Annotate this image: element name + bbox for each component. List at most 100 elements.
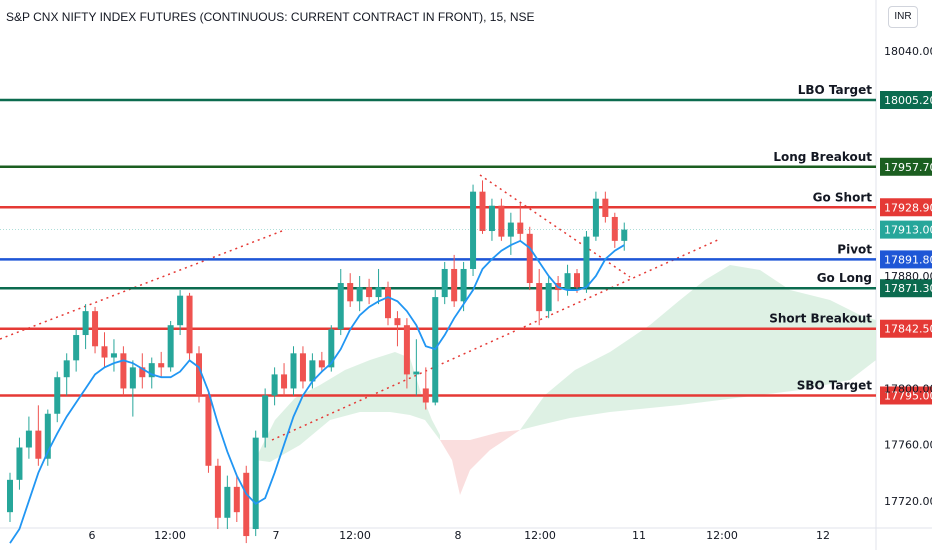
candle-body — [422, 388, 429, 403]
candle-body — [196, 353, 202, 396]
level-price-tag — [880, 279, 932, 298]
candle-body — [545, 283, 552, 312]
candle-body — [526, 233, 533, 284]
level-price-label: 17891.80 — [884, 253, 932, 266]
level-name-label: Go Long — [817, 271, 872, 285]
level-price-tag — [880, 250, 932, 269]
candle-body — [403, 325, 410, 375]
candle-body — [44, 413, 51, 459]
level-name-label: SBO Target — [797, 378, 873, 392]
candle-body — [394, 318, 401, 326]
candle-body — [120, 353, 127, 389]
candle-body — [470, 191, 477, 269]
candle-body — [271, 374, 278, 396]
candle-body — [498, 205, 505, 237]
trendline-left-channel — [0, 230, 283, 340]
candle-body — [177, 295, 184, 326]
current-price-tag — [880, 220, 932, 239]
candle-body — [25, 430, 32, 448]
candle-body — [583, 236, 590, 288]
candle-body — [233, 486, 240, 513]
level-name-label: Go Short — [813, 190, 873, 204]
candle-body — [479, 191, 486, 232]
candle-body — [129, 367, 136, 389]
candle-body — [536, 283, 543, 312]
cloud-region-green-1 — [255, 352, 440, 462]
ma-line — [9, 239, 625, 544]
candle-body — [35, 430, 42, 459]
candle-body — [252, 437, 259, 530]
level-name-label: Short Breakout — [769, 312, 872, 326]
candle-body — [328, 329, 335, 368]
candlesticks — [7, 180, 628, 544]
candle-body — [73, 335, 80, 361]
candle-body — [460, 268, 467, 302]
current-price-label: 17913.00 — [884, 224, 932, 237]
price-levels: LBO Target 18005.20 Long Breakout 17957.70 G… — [0, 83, 932, 405]
time-tick-label: 12:00 — [524, 529, 556, 542]
candle-body — [158, 363, 165, 368]
time-tick-label: 12:00 — [706, 529, 738, 542]
time-tick-label: 12:00 — [339, 529, 371, 542]
candle-body — [92, 311, 99, 347]
candle-body — [318, 360, 325, 368]
candle-body — [63, 360, 70, 378]
candle-body — [16, 447, 23, 480]
trendline-lower-support — [271, 238, 721, 441]
price-tick-label: 18040.00 — [884, 45, 932, 58]
level-name-label: LBO Target — [798, 83, 873, 97]
candle-body — [366, 287, 373, 298]
candle-body — [309, 360, 316, 382]
cloud-region-red — [440, 430, 520, 495]
level-price-tag — [880, 319, 932, 338]
level-price-label: 17795.00 — [884, 389, 932, 402]
level-price-tag — [880, 386, 932, 405]
candle-body — [290, 353, 297, 389]
candle-body — [186, 295, 193, 354]
moving-average — [9, 239, 625, 544]
level-price-tag — [880, 198, 932, 217]
level-price-label: 18005.20 — [884, 94, 932, 107]
candle-body — [385, 287, 391, 319]
candle-body — [337, 283, 344, 330]
candle-body — [347, 283, 354, 302]
candle-body — [101, 346, 108, 358]
candle-body — [214, 465, 221, 518]
candle-body — [441, 268, 448, 298]
time-axis: 6 12:00 7 12:00 8 12:00 11 12:00 12 — [89, 529, 831, 542]
level-price-tag — [880, 157, 932, 176]
level-price-tag — [880, 91, 932, 110]
chart-title: S&P CNX NIFTY INDEX FUTURES (CONTINUOUS:… — [6, 10, 535, 24]
candle-body — [488, 205, 495, 232]
level-price-label: 17928.90 — [884, 201, 932, 214]
price-tick-label: 17720.00 — [884, 495, 932, 508]
ichimoku-cloud — [255, 265, 876, 495]
candle-body — [356, 287, 363, 302]
candle-body — [224, 486, 231, 518]
price-tick-label: 17800.00 — [884, 382, 932, 395]
candle-body — [139, 367, 146, 378]
level-price-label: 17957.70 — [884, 161, 932, 174]
candle-body — [413, 371, 420, 375]
candle-body — [148, 363, 155, 378]
candle-body — [299, 353, 306, 382]
currency-button[interactable]: INR — [888, 6, 918, 28]
level-name-label: Long Breakout — [773, 150, 872, 164]
time-tick-label: 12:00 — [154, 529, 186, 542]
candle-body — [451, 268, 458, 302]
candle-body — [262, 395, 269, 438]
candle-body — [574, 273, 580, 288]
candle-body — [7, 479, 13, 513]
candle-body — [110, 353, 117, 358]
candle-body — [517, 222, 524, 234]
price-tick-label: 17880.00 — [884, 270, 932, 283]
candle-body — [205, 395, 212, 466]
candle-body — [243, 472, 250, 537]
candle-body — [564, 273, 571, 291]
price-axis: 18040.00 17880.00 17800.00 17760.00 17720.00… — [0, 45, 932, 508]
candle-body — [611, 216, 618, 241]
candle-body — [602, 198, 609, 217]
time-tick-label: 8 — [455, 529, 462, 542]
